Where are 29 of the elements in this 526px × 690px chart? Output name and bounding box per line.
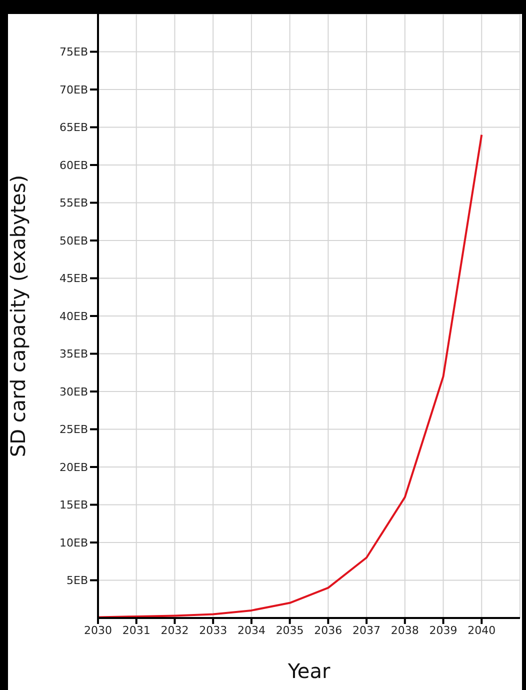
x-tick-label: 2034 bbox=[237, 624, 266, 637]
y-tick-label: 50EB bbox=[60, 234, 88, 248]
y-tick-label: 65EB bbox=[60, 121, 88, 134]
y-tick-label: 25EB bbox=[60, 423, 88, 436]
x-tick-label: 2032 bbox=[160, 624, 189, 637]
y-tick-label: 45EB bbox=[60, 272, 88, 286]
x-tick-label: 2037 bbox=[352, 624, 381, 637]
y-tick-label: 10EB bbox=[60, 536, 88, 550]
x-tick-label: 2030 bbox=[84, 624, 112, 637]
y-tick-label: 75EB bbox=[60, 46, 88, 59]
x-tick-label: 2031 bbox=[122, 624, 150, 637]
y-tick-label: 20EB bbox=[60, 460, 88, 474]
x-tick-label: 2038 bbox=[390, 624, 419, 637]
x-axis-title: Year bbox=[286, 659, 331, 683]
x-tick-label: 2035 bbox=[276, 624, 304, 637]
x-tick-label: 2033 bbox=[199, 624, 228, 637]
y-tick-label: 55EB bbox=[60, 196, 88, 210]
y-tick-label: 30EB bbox=[60, 385, 88, 398]
y-tick-label: 40EB bbox=[60, 310, 88, 323]
y-tick-label: 70EB bbox=[60, 83, 88, 96]
y-tick-label: 60EB bbox=[60, 158, 88, 172]
line-series bbox=[98, 134, 483, 618]
y-tick-label: 5EB bbox=[66, 574, 88, 588]
y-axis-title: SD card capacity (exabytes) bbox=[6, 174, 30, 458]
x-tick-label: 2040 bbox=[468, 624, 496, 637]
x-tick-label: 2036 bbox=[314, 624, 342, 637]
y-tick-label: 35EB bbox=[60, 348, 88, 361]
x-tick-label: 2039 bbox=[429, 624, 458, 637]
y-tick-label: 15EB bbox=[60, 498, 88, 512]
